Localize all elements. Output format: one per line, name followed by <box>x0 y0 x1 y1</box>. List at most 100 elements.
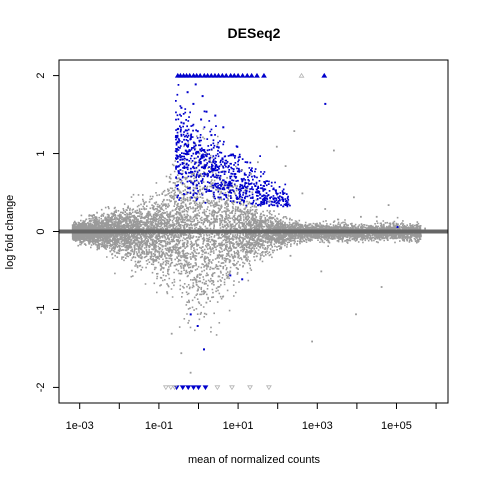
capped-point-significant <box>231 72 238 78</box>
y-axis: 2 1 0 -1 -2 <box>35 73 59 392</box>
data-point-significant <box>261 198 264 201</box>
data-point <box>301 192 304 195</box>
data-point-significant <box>196 130 199 133</box>
data-point-significant <box>217 196 220 199</box>
data-point-significant <box>210 134 213 137</box>
data-point-significant <box>201 95 204 98</box>
data-point-significant <box>221 157 224 160</box>
capped-point-significant <box>223 72 230 78</box>
data-point-significant <box>238 188 241 191</box>
data-point <box>245 258 247 261</box>
data-point <box>170 332 173 335</box>
data-point <box>217 188 220 191</box>
y-tick-label: 1 <box>35 150 47 156</box>
capped-point <box>265 385 272 391</box>
data-point-significant <box>324 102 327 105</box>
data-point-significant <box>257 204 259 207</box>
data-point <box>257 161 259 164</box>
capped-point-significant <box>254 72 260 78</box>
data-point-significant <box>246 161 249 164</box>
data-point-significant <box>396 226 399 228</box>
data-point <box>360 215 362 218</box>
x-tick-label: 1e-01 <box>145 420 173 432</box>
x-axis: 1e-03 1e-01 1e+01 1e+03 1e+05 <box>66 403 437 432</box>
capped-point-significant <box>208 72 215 78</box>
capped-point-significant <box>261 72 267 78</box>
data-point <box>229 270 232 273</box>
data-point <box>210 183 213 185</box>
data-point <box>424 227 426 230</box>
y-tick-label: 0 <box>35 228 47 234</box>
data-point-significant <box>186 91 189 94</box>
capped-point-significant <box>321 72 328 78</box>
capped-point <box>214 385 221 391</box>
capped-point <box>171 385 178 391</box>
capped-point-significant <box>186 72 193 78</box>
y-tick-label: 2 <box>35 73 47 79</box>
capped-point-significant <box>212 72 218 78</box>
data-point <box>387 204 390 206</box>
data-point-significant <box>230 184 233 187</box>
chart-title: DESeq2 <box>228 25 281 41</box>
data-point <box>201 192 204 195</box>
data-point <box>268 200 271 203</box>
data-point <box>234 184 237 187</box>
data-point-significant <box>229 274 232 277</box>
data-point <box>189 371 192 374</box>
data-point-significant <box>255 188 258 191</box>
data-point <box>177 208 180 210</box>
data-point-significant <box>248 183 251 186</box>
x-tick-label: 1e+01 <box>223 420 254 432</box>
data-point <box>194 278 197 281</box>
data-point-significant <box>184 149 187 152</box>
data-point-significant <box>227 165 230 168</box>
capped-point-significant <box>235 72 242 78</box>
data-point-significant <box>250 169 252 172</box>
data-point-significant <box>198 161 201 164</box>
data-point-significant <box>189 313 192 316</box>
data-point-significant <box>241 178 244 181</box>
capped-point-significant <box>239 72 246 78</box>
data-point-significant <box>267 194 270 197</box>
x-tick-label: 1e-03 <box>66 420 94 432</box>
data-point-significant <box>180 106 183 109</box>
capped-point-significant <box>219 72 226 78</box>
data-point-significant <box>218 176 221 179</box>
y-tick-label: -1 <box>35 305 47 315</box>
data-point <box>186 198 189 201</box>
data-point <box>250 173 252 175</box>
capped-point <box>298 72 305 78</box>
data-point <box>289 254 292 257</box>
data-point-significant <box>241 278 244 281</box>
y-axis-label: log fold change <box>4 195 16 270</box>
data-point-significant <box>245 192 248 195</box>
capped-point-significant <box>179 385 186 391</box>
capped-point-significant <box>197 72 204 78</box>
data-point <box>177 254 180 257</box>
capped-point-significant <box>190 385 197 391</box>
point-cloud <box>71 128 422 350</box>
x-tick-label: 1e+05 <box>381 420 412 432</box>
data-point-significant <box>224 180 227 183</box>
data-point <box>217 286 220 288</box>
data-point-significant <box>222 126 225 129</box>
data-point <box>182 266 185 269</box>
data-point <box>275 145 278 148</box>
capped-point <box>167 385 174 391</box>
capped-point-significant <box>193 72 200 78</box>
capped-point-significant <box>248 72 255 78</box>
data-point <box>353 196 355 199</box>
data-point-significant <box>273 200 276 203</box>
data-point-significant <box>232 153 234 156</box>
capped-point-significant <box>204 72 211 78</box>
data-point-significant <box>216 145 219 148</box>
data-point-significant <box>212 169 215 172</box>
capped-point <box>247 385 253 391</box>
capped-point-significant <box>202 385 209 391</box>
data-point-significant <box>203 149 205 152</box>
data-point-significant <box>203 348 205 351</box>
data-point-significant <box>251 196 254 199</box>
data-point-significant <box>200 118 203 121</box>
data-point <box>355 313 357 316</box>
x-axis-label: mean of normalized counts <box>188 454 321 466</box>
